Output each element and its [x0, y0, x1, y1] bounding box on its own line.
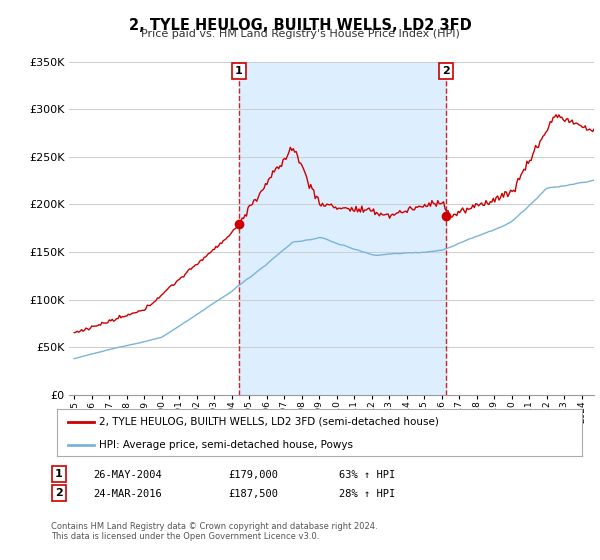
Text: £179,000: £179,000 [228, 470, 278, 480]
Text: £187,500: £187,500 [228, 489, 278, 500]
Text: 63% ↑ HPI: 63% ↑ HPI [339, 470, 395, 480]
Text: 1: 1 [55, 469, 62, 479]
Text: Price paid vs. HM Land Registry's House Price Index (HPI): Price paid vs. HM Land Registry's House … [140, 29, 460, 39]
Text: 26-MAY-2004: 26-MAY-2004 [93, 470, 162, 480]
Text: 2: 2 [442, 66, 449, 76]
Text: 28% ↑ HPI: 28% ↑ HPI [339, 489, 395, 500]
Text: 2, TYLE HEULOG, BUILTH WELLS, LD2 3FD: 2, TYLE HEULOG, BUILTH WELLS, LD2 3FD [128, 18, 472, 33]
Text: Contains HM Land Registry data © Crown copyright and database right 2024.
This d: Contains HM Land Registry data © Crown c… [51, 522, 377, 542]
Text: 1: 1 [235, 66, 242, 76]
Text: 2, TYLE HEULOG, BUILTH WELLS, LD2 3FD (semi-detached house): 2, TYLE HEULOG, BUILTH WELLS, LD2 3FD (s… [99, 417, 439, 427]
Bar [239, 62, 446, 395]
Text: HPI: Average price, semi-detached house, Powys: HPI: Average price, semi-detached house,… [99, 440, 353, 450]
Text: 24-MAR-2016: 24-MAR-2016 [93, 489, 162, 500]
Text: 2: 2 [55, 488, 62, 498]
